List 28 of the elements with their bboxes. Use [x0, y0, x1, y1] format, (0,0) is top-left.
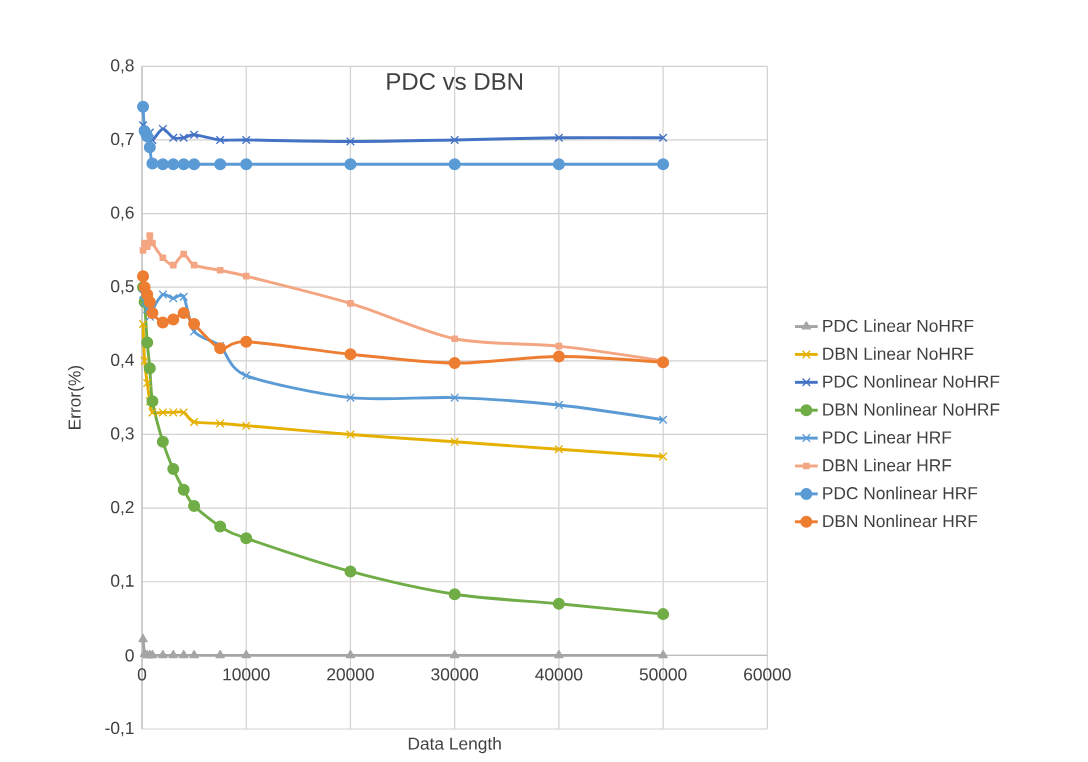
x-tick-label: 30000	[431, 668, 479, 681]
legend-label: DBN Nonlinear HRF	[823, 514, 978, 528]
y-tick-label: 0,5	[111, 280, 134, 295]
legend-label: PDC Linear HRF	[823, 430, 952, 444]
legend-label: DBN Linear NoHRF	[823, 347, 974, 360]
y-tick-label: 0	[125, 649, 134, 662]
x-tick-label: 10000	[223, 668, 270, 681]
legend-label: PDC Nonlinear NoHRF	[823, 375, 1000, 388]
y-axis-title: Error(%)	[67, 365, 85, 429]
y-tick-label: 0,7	[111, 132, 134, 148]
x-tick-label: 0	[137, 668, 147, 681]
y-tick-label: 0,2	[111, 500, 134, 516]
y-tick-label: 0,1	[111, 574, 134, 589]
y-tick-label: -0,1	[105, 721, 134, 737]
x-axis-title: Data Length	[408, 737, 501, 754]
x-tick-label: 40000	[535, 668, 583, 681]
legend-label: DBN Linear HRF	[823, 458, 952, 472]
x-tick-label: 50000	[639, 668, 687, 681]
x-tick-label: 20000	[327, 668, 374, 681]
y-tick-label: 0,8	[111, 59, 134, 74]
legend-label: DBN Nonlinear NoHRF	[823, 402, 1000, 416]
legend-label: PDC Nonlinear HRF	[823, 486, 978, 500]
y-tick-label: 0,4	[111, 353, 134, 368]
y-tick-label: 0,6	[111, 206, 134, 221]
y-tick-label: 0,3	[111, 427, 134, 442]
chart-title: PDC vs DBN	[387, 72, 523, 90]
legend-label: PDC Linear NoHRF	[823, 319, 974, 332]
x-tick-label: 60000	[744, 668, 791, 681]
